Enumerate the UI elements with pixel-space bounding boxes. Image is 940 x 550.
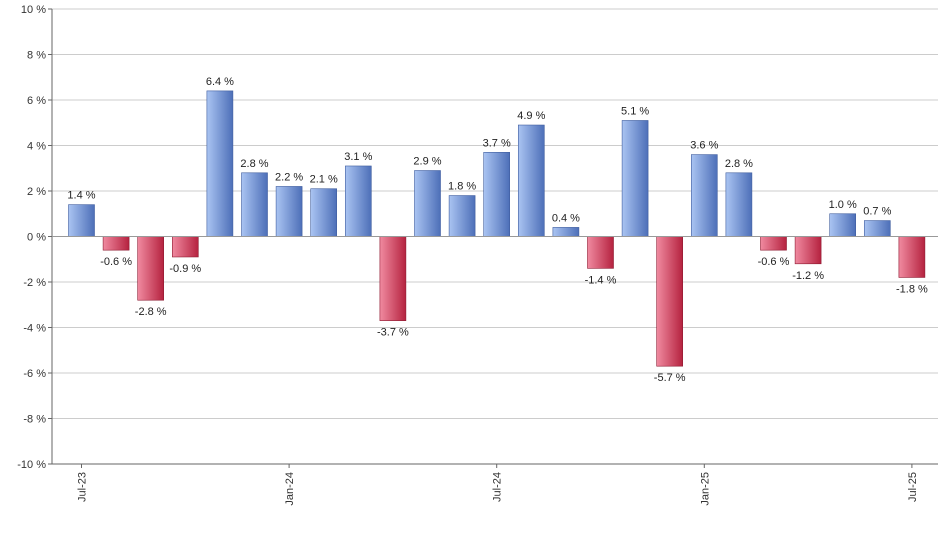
data-label: -5.7 % (654, 372, 686, 384)
bar (656, 236, 684, 367)
data-label: 3.7 % (483, 137, 511, 149)
data-label: -1.2 % (792, 270, 824, 282)
bar (344, 165, 372, 237)
bars (68, 90, 926, 367)
data-label: 2.9 % (413, 156, 441, 168)
bar (68, 204, 95, 237)
y-tick-label: 2 % (27, 186, 46, 198)
x-tick-label: Jul-24 (492, 472, 504, 502)
bar (448, 195, 476, 237)
y-axis-tick-labels: 10 % 8 % 6 % 4 % 2 % 0 % -2 % -4 % -6 % -8 % -10 % (17, 4, 52, 471)
bar (379, 236, 407, 321)
y-tick-label: 6 % (27, 95, 46, 107)
x-tick-label: Jan-25 (699, 472, 711, 506)
data-label: -1.8 % (896, 283, 928, 295)
data-label: 5.1 % (621, 105, 649, 117)
bar (552, 227, 580, 237)
data-label: -3.7 % (377, 327, 409, 339)
data-label: 2.8 % (240, 158, 268, 170)
bar (517, 124, 545, 237)
y-tick-label: -6 % (23, 368, 46, 380)
data-label: 2.1 % (310, 174, 338, 186)
bar (863, 220, 891, 237)
x-tick-label: Jul-23 (77, 472, 89, 502)
x-tick-label: Jan-24 (284, 472, 296, 506)
y-tick-label: -10 % (17, 459, 46, 471)
data-label: -0.6 % (100, 256, 132, 268)
data-label: 1.0 % (829, 199, 857, 211)
data-label: 3.6 % (690, 140, 718, 152)
bar (310, 188, 338, 237)
data-label: 3.1 % (344, 151, 372, 163)
data-label: 0.4 % (552, 212, 580, 224)
data-labels: 1.4 % -0.6 % -2.8 % -0.9 % 6.4 % 2.8 % 2.2 % 2.… (67, 76, 928, 384)
data-label: 2.8 % (725, 158, 753, 170)
bar (794, 236, 822, 265)
y-tick-label: -8 % (23, 414, 46, 426)
y-tick-label: 0 % (27, 232, 46, 244)
x-tick-label: Jul-25 (907, 472, 919, 502)
bar (275, 186, 303, 237)
x-axis-tick-labels: Jul-23 Jan-24 Jul-24 Jan-25 Jul-25 (77, 464, 919, 506)
y-tick-label: 10 % (21, 4, 46, 16)
bar (690, 154, 718, 237)
data-label: -0.9 % (169, 263, 201, 275)
bar (137, 236, 164, 301)
data-label: 1.8 % (448, 181, 476, 193)
data-label: -0.6 % (758, 256, 790, 268)
axes (51, 9, 938, 465)
y-tick-label: 8 % (27, 50, 46, 62)
bar (102, 236, 130, 251)
bar (172, 236, 199, 258)
bar (621, 120, 649, 237)
y-tick-label: 4 % (27, 141, 46, 153)
data-label: 1.4 % (67, 190, 95, 202)
data-label: -1.4 % (585, 274, 617, 286)
data-label: 0.7 % (863, 206, 891, 218)
bar (829, 213, 857, 237)
bar (725, 172, 753, 237)
data-label: -2.8 % (135, 306, 167, 318)
bar (760, 236, 787, 251)
data-label: 4.9 % (517, 110, 545, 122)
bar (414, 170, 441, 237)
bar (483, 152, 511, 237)
data-label: 6.4 % (206, 76, 234, 88)
data-label: 2.2 % (275, 171, 303, 183)
bar (241, 172, 268, 237)
y-tick-label: -4 % (23, 323, 46, 335)
bar (587, 236, 614, 269)
bar (206, 90, 234, 237)
bar (898, 236, 926, 278)
y-tick-label: -2 % (23, 277, 46, 289)
